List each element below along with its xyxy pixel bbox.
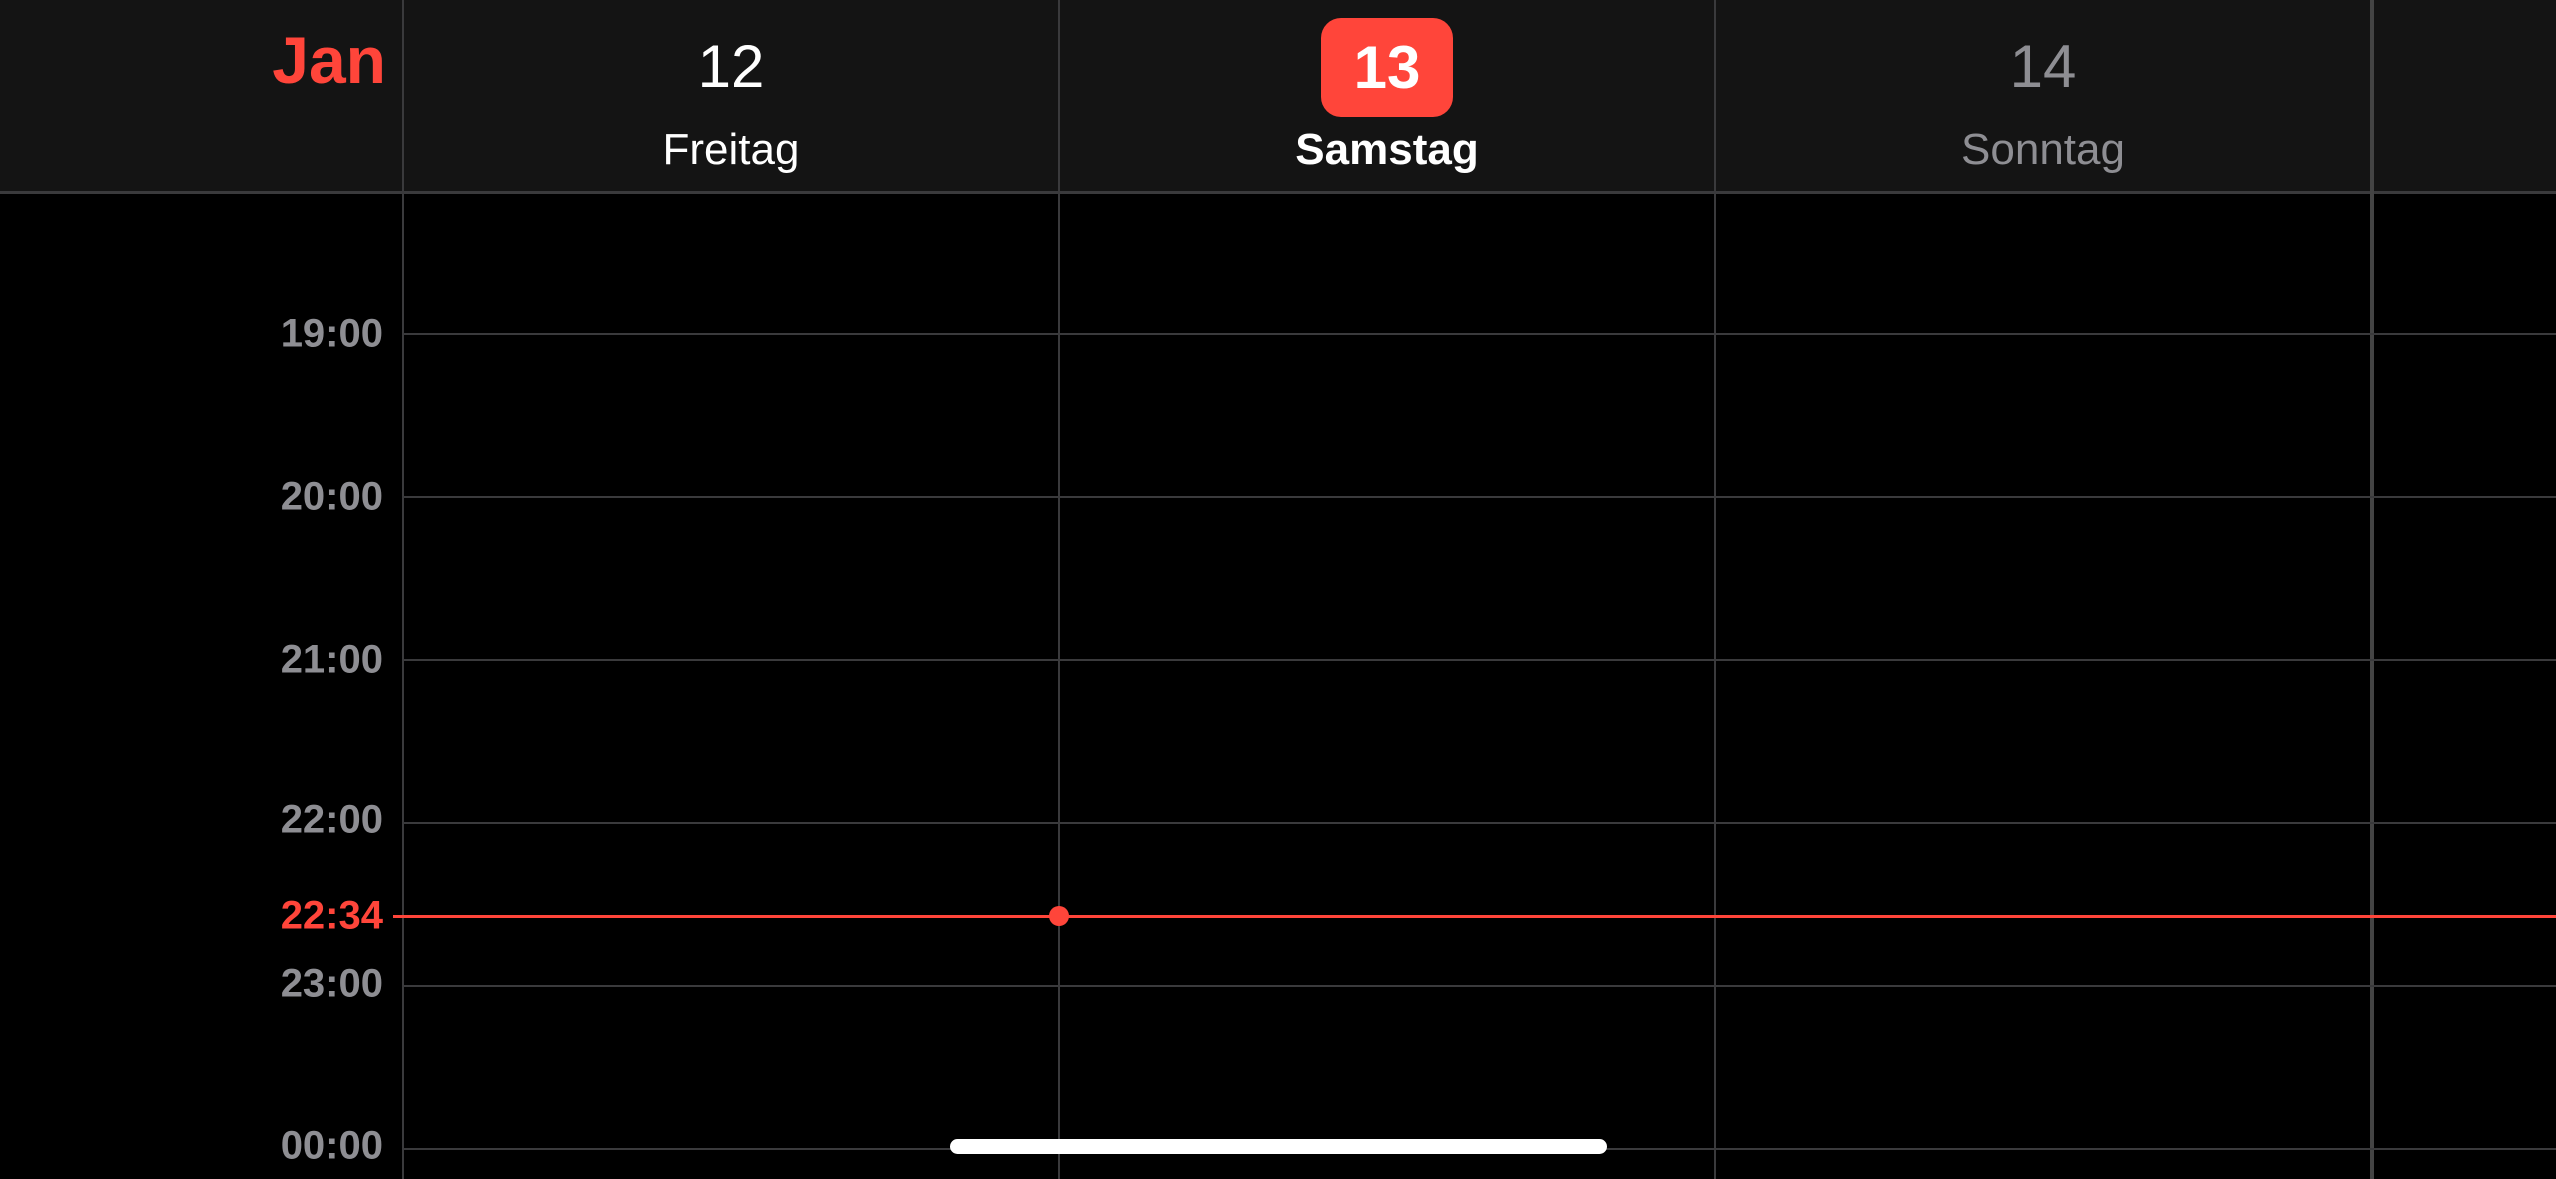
day-column-header-13[interactable]: 13 Samstag — [1059, 0, 1715, 191]
day-number: 14 — [2009, 33, 2077, 100]
column-divider — [2370, 0, 2374, 1179]
hour-label: 20:00 — [280, 474, 383, 519]
hour-gridline — [403, 822, 2556, 824]
column-divider — [1714, 0, 1716, 1179]
hour-gridline — [403, 333, 2556, 335]
hour-gridline — [403, 659, 2556, 661]
column-divider — [1058, 0, 1060, 1179]
hour-label: 00:00 — [280, 1123, 383, 1168]
day-number: 12 — [697, 33, 765, 100]
current-time-label: 22:34 — [280, 893, 383, 938]
month-label[interactable]: Jan — [272, 23, 386, 97]
day-name: Sonntag — [1961, 125, 2125, 174]
day-column-header-14[interactable]: 14 Sonntag — [1715, 0, 2371, 191]
today-badge: 13 — [1321, 18, 1453, 117]
day-name: Samstag — [1295, 125, 1479, 174]
hour-label: 23:00 — [280, 961, 383, 1006]
hour-gridline — [403, 985, 2556, 987]
hour-label: 22:00 — [280, 797, 383, 842]
hour-gridline — [403, 496, 2556, 498]
current-time-dot — [1049, 906, 1069, 926]
home-indicator[interactable] — [950, 1139, 1607, 1154]
day-name: Freitag — [662, 125, 800, 174]
column-divider — [402, 0, 404, 1179]
hour-label: 19:00 — [280, 311, 383, 356]
hour-label: 21:00 — [280, 637, 383, 682]
day-column-header-12[interactable]: 12 Freitag — [403, 0, 1059, 191]
week-header: Jan 12 Freitag 13 Samstag 14 Sonntag — [0, 0, 2556, 194]
current-time-line — [393, 915, 2556, 918]
